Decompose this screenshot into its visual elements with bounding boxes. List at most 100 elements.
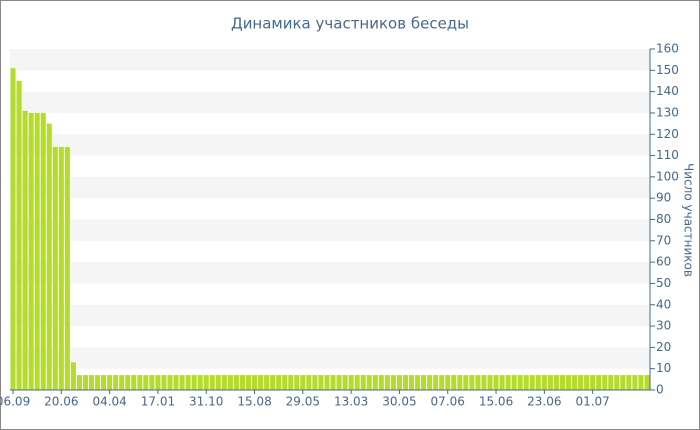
bar [173, 375, 179, 390]
bar [354, 375, 360, 390]
bar [481, 375, 487, 390]
x-tick-label: 15.06 [479, 395, 513, 409]
bar [427, 375, 433, 390]
chart-title: Динамика участников беседы [231, 15, 469, 33]
bar [52, 147, 58, 390]
grid-band [10, 176, 650, 199]
bar [245, 375, 252, 390]
bar [529, 375, 535, 390]
bar [336, 375, 342, 390]
bar [433, 375, 439, 390]
bar [487, 375, 493, 390]
x-tick-label: 17.01 [141, 395, 175, 409]
bar [95, 375, 101, 390]
bar [46, 123, 52, 390]
bar [644, 375, 650, 390]
bar [578, 375, 584, 390]
bar [372, 375, 378, 390]
y-tick-label: 140 [656, 84, 679, 98]
y-tick-label: 50 [656, 276, 671, 290]
grid-band [10, 262, 650, 284]
bar [312, 375, 318, 390]
bar [493, 375, 499, 390]
bar [342, 375, 348, 390]
bar [378, 375, 384, 390]
bar [113, 375, 119, 390]
grid-band [10, 134, 650, 156]
bar [535, 375, 541, 390]
y-tick-label: 40 [656, 297, 671, 311]
x-tick-label: 29.05 [286, 395, 320, 409]
bar [221, 375, 227, 390]
grid-band [10, 49, 650, 71]
y-tick-label: 0 [656, 383, 664, 397]
bar [143, 375, 149, 390]
bar [608, 375, 614, 390]
bar [131, 375, 137, 390]
bar [251, 375, 258, 390]
bar [239, 375, 245, 390]
bar [64, 147, 70, 390]
y-tick-label: 160 [656, 42, 679, 56]
x-tick-label: 31.10 [189, 395, 223, 409]
bar [191, 375, 197, 390]
x-tick-label: 23.06 [527, 395, 561, 409]
x-tick-label: 07.06 [431, 395, 465, 409]
bar [82, 375, 89, 390]
bar [125, 375, 131, 390]
bar [149, 375, 155, 390]
bar [596, 375, 602, 390]
bar [197, 375, 203, 390]
y-tick-label: 60 [656, 255, 671, 269]
bar [16, 80, 22, 390]
x-tick-label: 06.09 [0, 395, 30, 409]
bar [384, 375, 390, 390]
bar [101, 375, 107, 390]
bar [155, 375, 161, 390]
bar [457, 375, 463, 390]
bar [541, 375, 547, 390]
bar [185, 375, 191, 390]
bar [439, 375, 445, 390]
bar [584, 375, 590, 390]
bar [76, 375, 82, 390]
bar [402, 375, 409, 390]
bar [88, 375, 95, 390]
bar [119, 375, 125, 390]
y-axis-label: Число участников [682, 163, 696, 277]
bar [270, 375, 276, 390]
bar [258, 375, 264, 390]
bar [107, 375, 113, 390]
bar [415, 375, 421, 390]
bar [451, 375, 457, 390]
bar [215, 375, 221, 390]
bar [306, 375, 312, 390]
x-tick-label: 20.06 [44, 395, 78, 409]
y-tick-label: 150 [656, 63, 679, 77]
bar [330, 375, 336, 390]
bar [408, 375, 415, 390]
bar [421, 375, 427, 390]
y-tick-label: 110 [656, 148, 679, 162]
bar [318, 375, 324, 390]
bar [620, 375, 626, 390]
bar [70, 362, 76, 390]
x-tick-label: 15.08 [237, 395, 271, 409]
bar [396, 375, 402, 390]
grid-band [10, 304, 650, 327]
bar [360, 375, 366, 390]
bar [475, 375, 481, 390]
bar [517, 375, 523, 390]
bar [547, 375, 553, 390]
bar [34, 112, 40, 390]
bar [590, 375, 596, 390]
bar [276, 375, 282, 390]
bar [28, 112, 34, 390]
bar [469, 375, 475, 390]
bar [390, 375, 396, 390]
x-tick-label: 30.05 [382, 395, 416, 409]
bar [505, 375, 511, 390]
y-tick-label: 120 [656, 127, 679, 141]
bar [614, 375, 620, 390]
